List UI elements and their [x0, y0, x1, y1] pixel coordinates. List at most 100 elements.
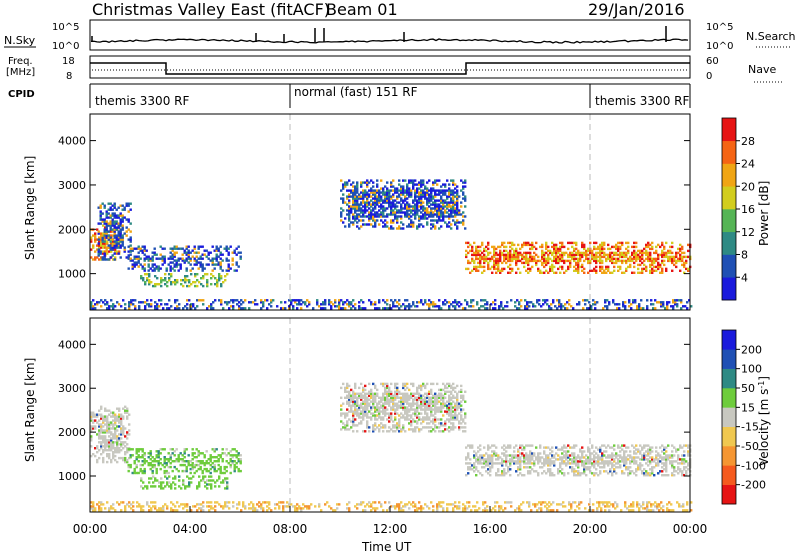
heatmap-cell [404, 179, 407, 182]
heatmap-cell [156, 277, 159, 280]
heatmap-cell [205, 255, 208, 258]
heatmap-cell [106, 303, 109, 306]
heatmap-cell [420, 205, 423, 208]
heatmap-cell [125, 204, 128, 207]
heatmap-cell [224, 477, 227, 480]
heatmap-cell [191, 454, 194, 457]
heatmap-cell [398, 201, 401, 204]
heatmap-cell [215, 469, 218, 473]
heatmap-cell [344, 307, 347, 310]
heatmap-cell [378, 400, 381, 403]
heatmap-cell [137, 255, 140, 258]
heatmap-cell [171, 255, 174, 258]
heatmap-cell [593, 253, 596, 257]
heatmap-cell [489, 466, 492, 469]
heatmap-cell [438, 209, 441, 212]
heatmap-cell [487, 458, 490, 461]
heatmap-cell [129, 244, 132, 247]
heatmap-cell [484, 299, 487, 302]
heatmap-cell [503, 470, 506, 473]
heatmap-cell [464, 422, 467, 425]
heatmap-cell [207, 251, 210, 254]
heatmap-cell [110, 305, 113, 308]
heatmap-cell [507, 253, 510, 257]
heatmap-cell [352, 396, 355, 399]
heatmap-cell [133, 257, 136, 260]
heatmap-cell [396, 386, 399, 390]
heatmap-cell [493, 267, 496, 271]
heatmap-cell [404, 408, 407, 411]
beam-label: Beam 01 [326, 0, 398, 19]
heatmap-cell [352, 410, 355, 413]
heatmap-cell [537, 458, 540, 461]
heatmap-cell [442, 301, 445, 304]
heatmap-cell [386, 384, 389, 388]
heatmap-cell [344, 386, 347, 390]
heatmap-cell [358, 197, 361, 200]
heatmap-cell [183, 463, 186, 467]
heatmap-cell [354, 191, 357, 194]
heatmap-cell [344, 181, 347, 184]
heatmap-cell [386, 392, 389, 395]
heatmap-cell [573, 257, 576, 261]
heatmap-cell [378, 223, 381, 226]
heatmap-cell [368, 382, 371, 386]
heatmap-cell [511, 247, 514, 251]
heatmap-cell [160, 477, 163, 480]
heatmap-cell [507, 257, 510, 261]
heatmap-cell [181, 454, 184, 457]
heatmap-cell [129, 222, 132, 225]
heatmap-cell [201, 257, 204, 260]
heatmap-cell [236, 299, 239, 302]
heatmap-cell [344, 388, 347, 392]
heatmap-cell [92, 307, 95, 310]
heatmap-cell [207, 257, 210, 260]
heatmap-cell [197, 460, 200, 463]
heatmap-cell [374, 213, 377, 216]
heatmap-cell [571, 251, 574, 255]
heatmap-cell [450, 197, 453, 200]
heatmap-cell [635, 251, 638, 255]
heatmap-cell [344, 185, 347, 188]
heatmap-cell [416, 402, 419, 405]
heatmap-cell [115, 222, 118, 225]
heatmap-cell [635, 253, 638, 257]
heatmap-cell [306, 305, 309, 308]
heatmap-cell [173, 269, 176, 272]
heatmap-cell [687, 249, 690, 253]
heatmap-cell [573, 253, 576, 257]
heatmap-cell [452, 193, 455, 196]
heatmap-cell [135, 255, 138, 258]
heatmap-cell [559, 265, 562, 269]
heatmap-cell [396, 221, 399, 224]
heatmap-cell [196, 487, 199, 490]
heatmap-cell [113, 226, 116, 229]
heatmap-cell [471, 253, 474, 257]
heatmap-cell [161, 257, 164, 260]
heatmap-cell [128, 303, 131, 306]
heatmap-cell [420, 199, 423, 202]
heatmap-cell [374, 406, 377, 409]
heatmap-cell [398, 392, 401, 395]
heatmap-cell [366, 183, 369, 186]
heatmap-cell [128, 429, 131, 432]
heatmap-cell [521, 245, 524, 249]
heatmap-cell [622, 305, 625, 308]
heatmap-cell [232, 299, 235, 302]
heatmap-cell [402, 227, 405, 230]
heatmap-cell [352, 430, 355, 433]
heatmap-cell [90, 454, 93, 458]
heatmap-cell [559, 458, 562, 461]
heatmap-cell [356, 225, 359, 228]
heatmap-cell [581, 253, 584, 257]
heatmap-cell [183, 261, 186, 264]
heatmap-cell [94, 415, 97, 418]
heatmap-cell [157, 267, 160, 270]
heatmap-cell [487, 261, 490, 265]
heatmap-cell [495, 271, 498, 274]
heatmap-cell [201, 452, 204, 455]
heatmap-cell [428, 205, 431, 208]
heatmap-cell [541, 466, 544, 469]
heatmap-cell [561, 446, 564, 449]
heatmap-cell [94, 256, 97, 259]
